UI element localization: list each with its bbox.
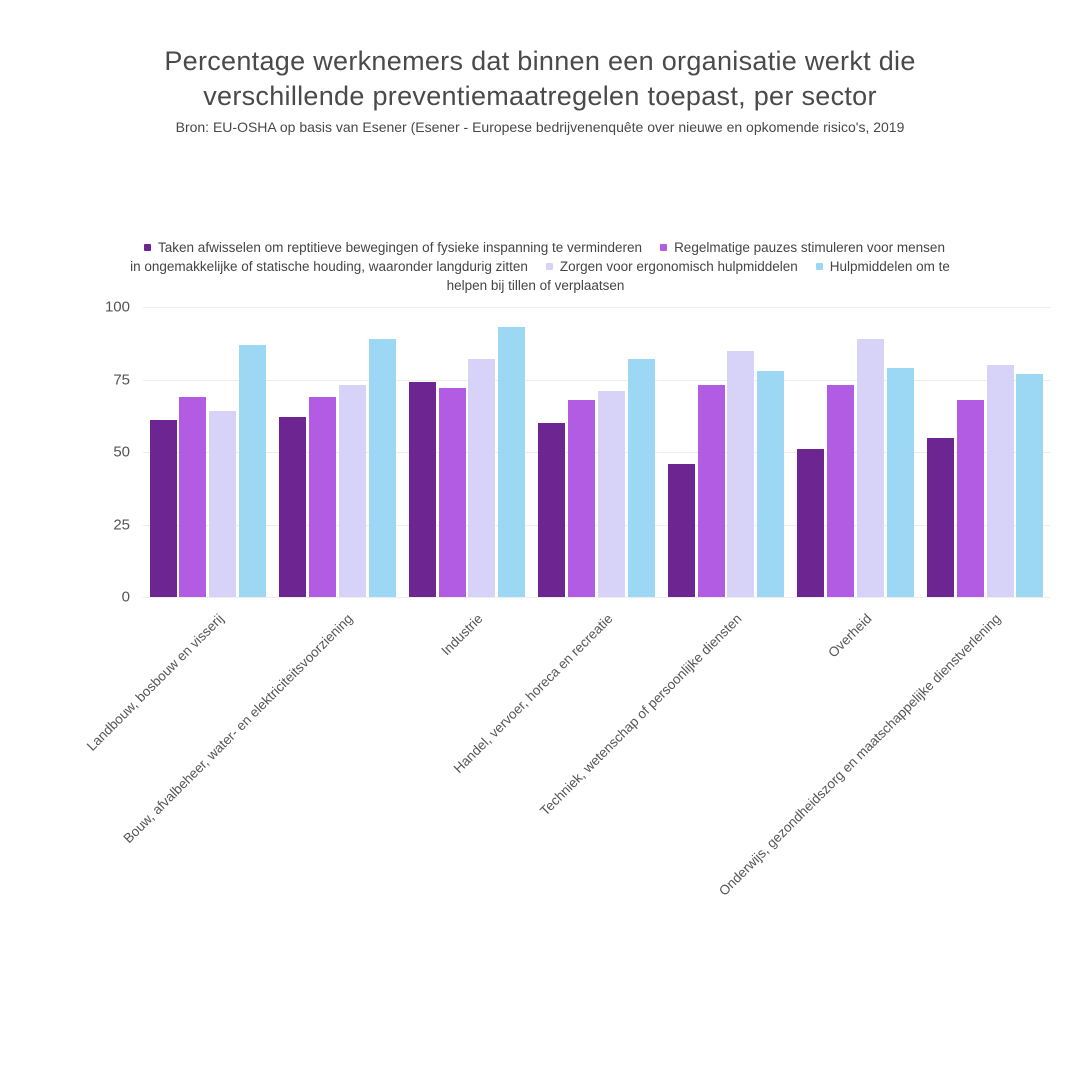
gridline [143, 452, 1050, 453]
y-axis-tick-label: 0 [121, 588, 130, 606]
legend-swatch-icon [545, 263, 553, 270]
bar [468, 359, 496, 597]
x-axis-label: Handel, vervoer, horeca en recreatie [450, 611, 616, 777]
bar [797, 449, 825, 597]
bar [697, 385, 725, 597]
y-axis-tick-label: 75 [113, 371, 130, 388]
bar [408, 382, 436, 597]
y-axis-tick-label: 50 [113, 443, 130, 461]
bar [1016, 373, 1044, 597]
bar [568, 399, 596, 597]
bar [757, 370, 785, 597]
bar [886, 367, 914, 597]
bar [308, 396, 336, 597]
bar [368, 338, 396, 597]
bar [956, 399, 984, 597]
x-axis-label: Bouw, afvalbeheer, water- en elektricite… [120, 611, 356, 847]
gridline [143, 524, 1050, 526]
x-axis-label: Overheid [824, 611, 875, 661]
bar [857, 338, 885, 597]
bar [727, 350, 755, 597]
legend-item: Taken afwisselen om reptitieve beweginge… [144, 240, 642, 255]
bar [179, 396, 207, 597]
bar [238, 344, 266, 597]
x-axis-label: Techniek, wetenschap of persoonlijke die… [537, 611, 745, 819]
chart-title: Percentage werknemers dat binnen een org… [0, 44, 1080, 114]
x-axis-label: Onderwijs, gezondheidszorg en maatschapp… [716, 611, 1004, 899]
chart-title-line2: verschillende preventiemaatregelen toepa… [203, 81, 877, 111]
legend-label: Zorgen voor ergonomisch hulpmiddelen [559, 259, 798, 274]
bar [827, 385, 855, 597]
legend-item: Regelmatige pauzes stimuleren voor mense… [130, 240, 945, 274]
bar [498, 327, 526, 597]
legend-label: Regelmatige pauzes stimuleren voor mense… [130, 240, 945, 274]
y-axis-tick-label: 100 [104, 298, 130, 316]
bar [438, 388, 466, 597]
bar [338, 385, 366, 597]
bar [986, 365, 1014, 597]
bar [209, 411, 237, 597]
bar [597, 391, 625, 597]
legend-swatch-icon [660, 244, 668, 251]
bar [927, 437, 954, 597]
gridline [143, 379, 1050, 381]
gridline [143, 307, 1050, 308]
legend-label: Taken afwisselen om reptitieve beweginge… [158, 240, 643, 255]
plot-area: 0 25 50 75 100 Landbouw, bosbouw en visserij B… [84, 299, 1050, 899]
bar [279, 417, 307, 597]
bar [667, 463, 695, 597]
legend-item: Hulpmiddelen om te helpen bij tillen of … [447, 259, 950, 293]
bar [538, 423, 566, 597]
legend-swatch-icon [815, 263, 823, 270]
gridline [143, 597, 1050, 598]
chart-subtitle: Bron: EU-OSHA op basis van Esener (Esene… [175, 119, 905, 135]
legend-item: Zorgen voor ergonomisch hulpmiddelen [545, 259, 798, 274]
legend-label: Hulpmiddelen om te helpen bij tillen of … [446, 259, 950, 293]
chart-title-line1: Percentage werknemers dat binnen een org… [164, 46, 916, 76]
bar [149, 420, 177, 597]
legend: Taken afwisselen om reptitieve beweginge… [130, 238, 950, 295]
legend-swatch-icon [144, 244, 152, 251]
x-axis-label: Industrie [438, 611, 486, 659]
bar [627, 359, 655, 597]
y-axis-tick-label: 25 [113, 516, 130, 533]
